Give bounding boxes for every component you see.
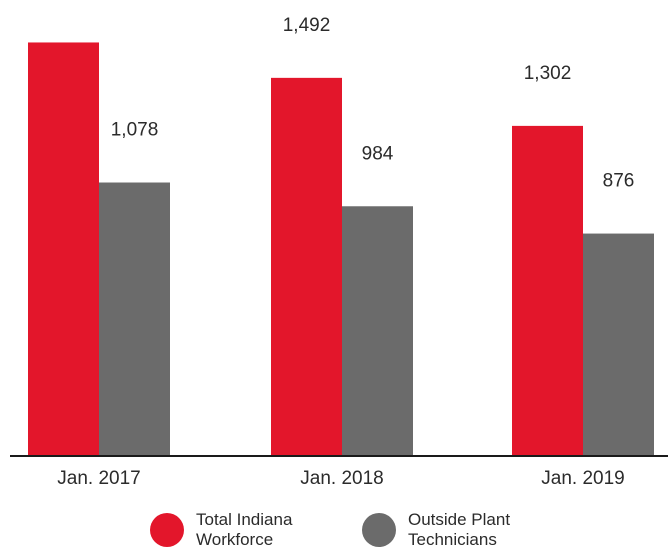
legend-item-outside-plant: Outside Plant Technicians [362,510,538,550]
bar-total-workforce-1 [271,77,342,455]
data-label: 1,078 [111,120,159,141]
data-label: 1,492 [283,15,331,36]
bar-total-workforce-2 [512,125,583,455]
bar-outside-plant-1 [342,206,413,455]
data-label: 876 [603,171,635,192]
legend-label: Total Indiana Workforce [196,510,293,549]
legend-swatch-gray [362,513,396,547]
x-tick-label: Jan. 2018 [300,468,383,489]
legend-item-total-workforce: Total Indiana Workforce [150,510,326,550]
x-tick-label: Jan. 2017 [57,468,140,489]
bar-outside-plant-0 [99,182,170,455]
x-tick-label: Jan. 2019 [541,468,624,489]
data-label: 1,302 [524,63,572,84]
legend-label: Outside Plant Technicians [408,510,511,549]
data-label: 984 [362,143,394,164]
legend-swatch-red [150,513,184,547]
legend: Total Indiana Workforce Outside Plant Te… [150,510,574,550]
bar-total-workforce-0 [28,42,99,455]
bar-outside-plant-2 [583,233,654,455]
